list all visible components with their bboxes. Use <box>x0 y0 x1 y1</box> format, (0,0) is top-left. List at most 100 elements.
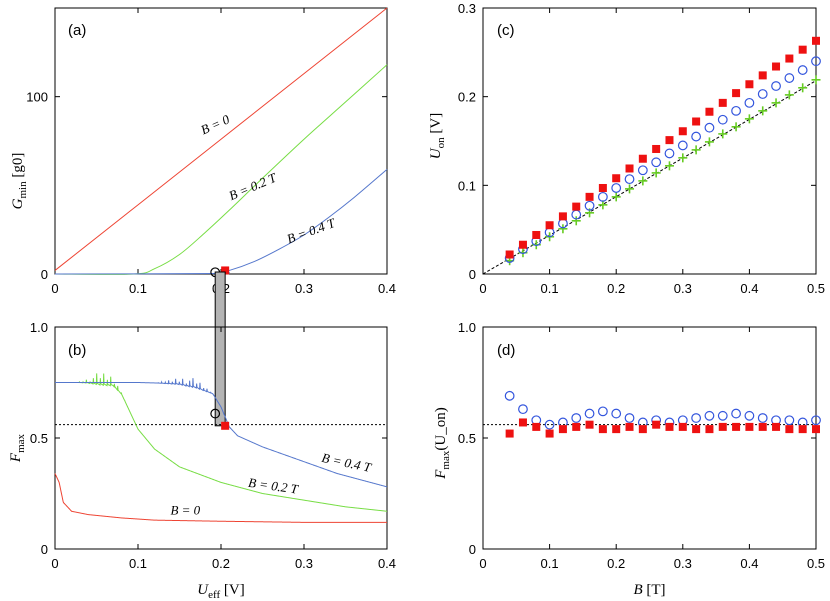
squares-point <box>745 422 754 431</box>
circles-point <box>664 148 675 159</box>
circles-point <box>544 419 555 430</box>
circles-point <box>518 404 528 415</box>
squares-point <box>625 422 634 431</box>
series-line-1 <box>54 7 388 271</box>
circles-point <box>691 131 702 142</box>
squares-point <box>798 425 807 434</box>
squares-point <box>532 422 541 431</box>
panel-label: (a) <box>68 22 86 39</box>
panel-label: (b) <box>68 342 86 359</box>
circles-point <box>624 174 635 185</box>
squares-point <box>758 71 767 80</box>
squares-point <box>785 425 794 434</box>
squares-point <box>532 230 541 239</box>
squares-point <box>612 174 621 183</box>
y-axis-label: Fmax <box>8 433 27 463</box>
circles-point <box>784 73 795 83</box>
x-tick-label: 0.1 <box>541 556 559 571</box>
y-tick-label: 1.0 <box>30 320 48 335</box>
curve-label-1: B = 0.4 T <box>320 450 373 475</box>
curve-label-3: B = 0.4 T <box>285 215 338 246</box>
pluses-point <box>638 176 648 186</box>
circles-point <box>744 97 755 108</box>
x-tick-label: 0.2 <box>607 281 625 296</box>
x-tick-label: 0.1 <box>541 281 559 296</box>
x-tick-label: 0.1 <box>129 556 147 571</box>
y-axis-label: Fmax(U_on) <box>433 407 452 479</box>
y-tick-label: 0.3 <box>458 1 476 16</box>
pluses-point <box>798 83 808 93</box>
circles-point <box>704 410 715 421</box>
circles-point <box>504 390 515 401</box>
squares-point <box>785 54 794 63</box>
squares-point <box>652 144 661 153</box>
squares-point <box>758 422 767 431</box>
squares-point <box>505 429 514 438</box>
squares-point <box>572 422 581 431</box>
squares-point <box>718 422 727 431</box>
x-tick-label: 0.2 <box>607 556 625 571</box>
pluses-point <box>691 145 701 155</box>
pluses-point <box>611 192 621 202</box>
circles-point <box>811 56 821 67</box>
pluses-point <box>811 75 821 85</box>
y-axis-label: Uon [V] <box>428 113 447 159</box>
y-tick-label: 0.1 <box>458 178 476 193</box>
squares-point <box>505 250 514 259</box>
circles-point <box>771 81 781 91</box>
squares-point <box>732 422 741 431</box>
squares-point <box>625 164 634 173</box>
y-tick-label: 0.2 <box>458 90 476 105</box>
panel-label: (c) <box>497 22 515 39</box>
x-tick-label: 0.2 <box>212 556 230 571</box>
x-tick-label: 0.3 <box>674 281 692 296</box>
squares-point <box>745 80 754 89</box>
squares-point <box>678 422 687 431</box>
circles-point <box>597 191 608 202</box>
squares-point <box>772 422 781 431</box>
circles-point <box>624 413 635 423</box>
circles-point <box>584 408 595 419</box>
circles-point <box>757 89 768 99</box>
plot-frame <box>482 7 817 275</box>
pluses-point <box>704 137 714 147</box>
y-tick-label: 0.5 <box>458 431 476 446</box>
circles-point <box>704 122 715 133</box>
point-marker-1 <box>210 408 221 419</box>
series-line-3 <box>54 168 388 275</box>
circles-point <box>811 415 821 426</box>
y-tick-label: 0 <box>469 267 476 282</box>
circles-point <box>571 413 582 423</box>
pluses-point <box>744 114 754 124</box>
point-marker-2 <box>221 421 230 430</box>
curve-label-1: B = 0 <box>198 111 232 137</box>
squares-point <box>732 89 741 98</box>
point-marker-2 <box>221 266 230 275</box>
pluses-point <box>771 98 781 108</box>
squares-point <box>718 98 727 107</box>
circles-point <box>584 200 595 211</box>
pluses-point <box>758 106 768 116</box>
pluses-point <box>651 168 661 178</box>
squares-point <box>545 429 554 438</box>
panel-b: 0 0.1 0.2 0.3 0.4 0 0.5 1.0 B = 0.4 T B = 0.2 T B … <box>8 320 396 601</box>
circles-point <box>611 183 622 193</box>
squares-point <box>692 425 701 434</box>
curve-label-2: B = 0.2 T <box>247 475 299 497</box>
x-tick-label: 0.3 <box>295 281 313 296</box>
x-tick-label: 0.4 <box>378 281 396 296</box>
squares-point <box>665 136 674 145</box>
x-axis-label: B [T] <box>633 582 665 598</box>
x-tick-label: 0.5 <box>807 556 825 571</box>
squares-point <box>585 192 594 201</box>
circles-point <box>691 413 702 423</box>
circles-point <box>744 410 755 421</box>
circles-point <box>717 114 728 125</box>
pluses-point <box>558 224 568 234</box>
series-line-3 <box>55 378 388 488</box>
pluses-point <box>664 161 674 171</box>
panel-d: 0 0.1 0.2 0.3 0.4 0.5 0 0.5 1.0 (d) Fmax(U_on) B [T… <box>433 320 825 598</box>
x-tick-label: 0.3 <box>674 556 692 571</box>
circles-point <box>677 140 688 151</box>
